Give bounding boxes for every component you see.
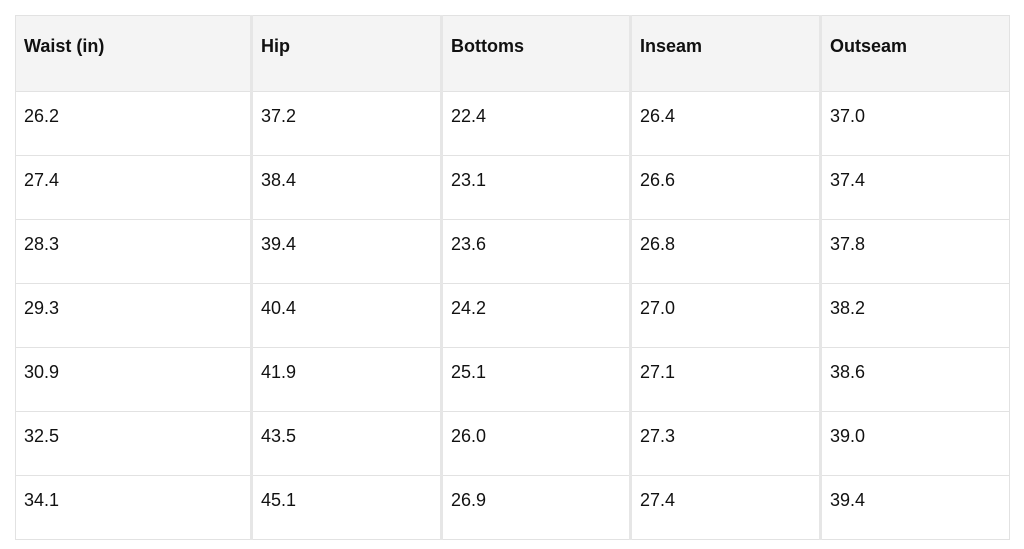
table-row: 29.3 40.4 24.2 27.0 38.2: [15, 283, 1010, 348]
table-cell: 26.8: [629, 219, 821, 284]
table-cell: 38.2: [819, 283, 1010, 348]
table-cell: 22.4: [440, 91, 631, 156]
table-cell: 43.5: [250, 411, 442, 476]
table-cell: 25.1: [440, 347, 631, 412]
table-cell: 26.4: [629, 91, 821, 156]
table-cell: 26.2: [15, 91, 252, 156]
table-row: 26.2 37.2 22.4 26.4 37.0: [15, 91, 1010, 156]
table-cell: 27.0: [629, 283, 821, 348]
table-cell: 27.4: [15, 155, 252, 220]
header-cell: Hip: [250, 15, 442, 92]
table-cell: 40.4: [250, 283, 442, 348]
table-cell: 39.4: [250, 219, 442, 284]
table-cell: 28.3: [15, 219, 252, 284]
table-cell: 34.1: [15, 475, 252, 540]
table-row: 30.9 41.9 25.1 27.1 38.6: [15, 347, 1010, 412]
table-row: 32.5 43.5 26.0 27.3 39.0: [15, 411, 1010, 476]
table-cell: 24.2: [440, 283, 631, 348]
table-cell: 39.4: [819, 475, 1010, 540]
table-cell: 37.2: [250, 91, 442, 156]
table-cell: 38.6: [819, 347, 1010, 412]
table-cell: 41.9: [250, 347, 442, 412]
header-cell: Waist (in): [15, 15, 252, 92]
size-table: Waist (in) Hip Bottoms Inseam Outseam 26.2 37…: [15, 15, 1010, 540]
table-cell: 30.9: [15, 347, 252, 412]
table-cell: 27.3: [629, 411, 821, 476]
header-cell: Outseam: [819, 15, 1010, 92]
table-cell: 37.0: [819, 91, 1010, 156]
header-row: Waist (in) Hip Bottoms Inseam Outseam: [15, 15, 1010, 92]
table-cell: 26.6: [629, 155, 821, 220]
table-cell: 27.4: [629, 475, 821, 540]
table-row: 28.3 39.4 23.6 26.8 37.8: [15, 219, 1010, 284]
header-cell: Bottoms: [440, 15, 631, 92]
table-cell: 32.5: [15, 411, 252, 476]
header-cell: Inseam: [629, 15, 821, 92]
table-cell: 26.9: [440, 475, 631, 540]
table-cell: 38.4: [250, 155, 442, 220]
table-cell: 29.3: [15, 283, 252, 348]
table-cell: 37.4: [819, 155, 1010, 220]
table-cell: 27.1: [629, 347, 821, 412]
table-header: Waist (in) Hip Bottoms Inseam Outseam: [15, 15, 1010, 92]
table-row: 27.4 38.4 23.1 26.6 37.4: [15, 155, 1010, 220]
table-row: 34.1 45.1 26.9 27.4 39.4: [15, 475, 1010, 540]
table-cell: 45.1: [250, 475, 442, 540]
table-cell: 23.6: [440, 219, 631, 284]
table-cell: 39.0: [819, 411, 1010, 476]
table-cell: 37.8: [819, 219, 1010, 284]
table-cell: 26.0: [440, 411, 631, 476]
table-body: 26.2 37.2 22.4 26.4 37.0 27.4 38.4 23.1 26.6 37.4…: [15, 91, 1010, 540]
table-cell: 23.1: [440, 155, 631, 220]
